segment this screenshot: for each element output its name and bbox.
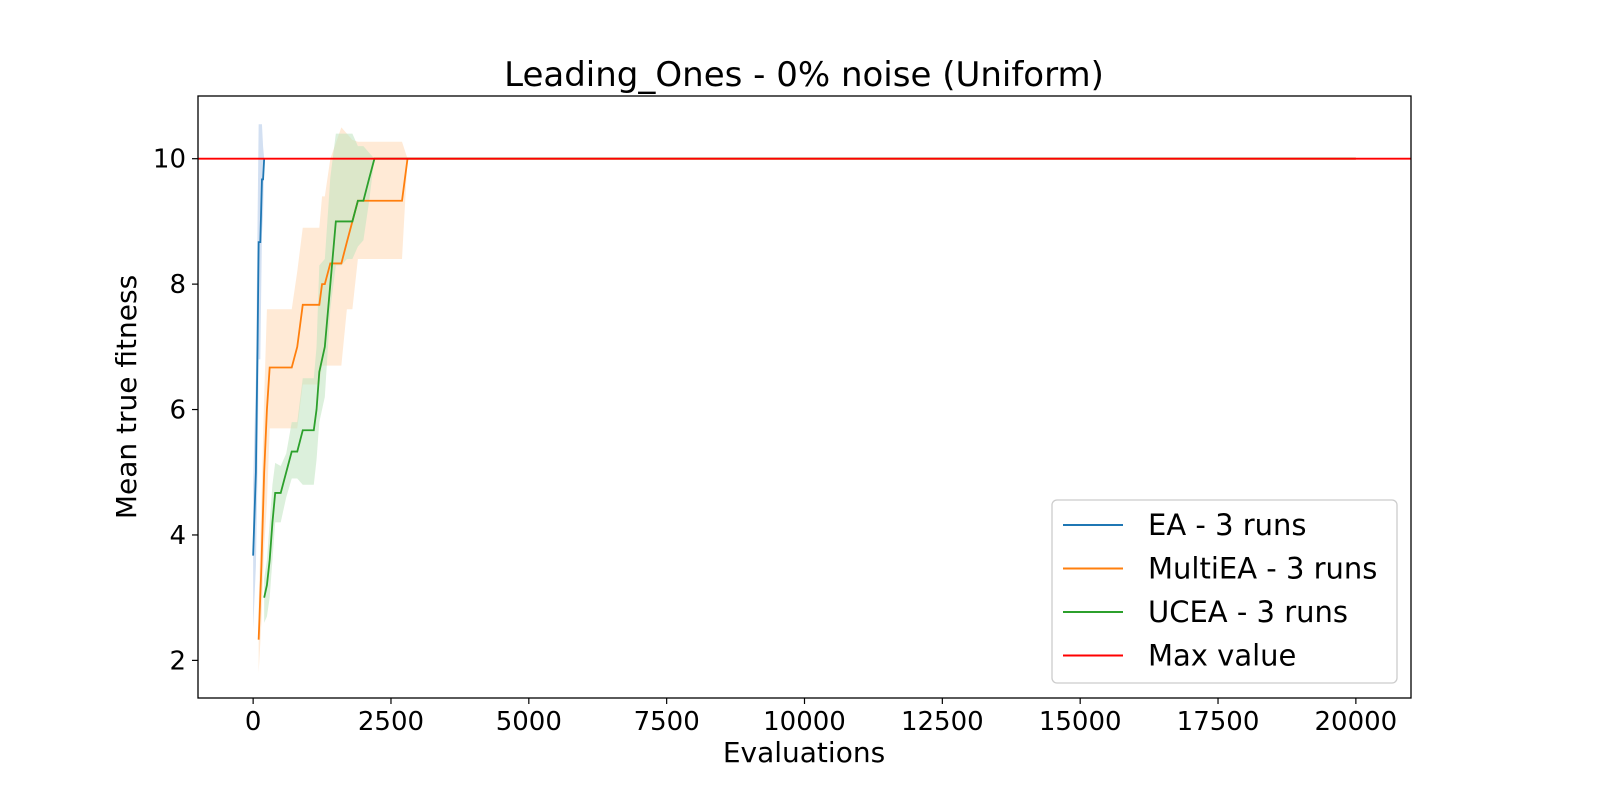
legend-box (1051, 499, 1398, 684)
y-axis-title: Mean true fitness (110, 275, 143, 519)
legend-label-multiea-3-runs: MultiEA - 3 runs (1148, 552, 1377, 586)
x-tick-label: 2500 (358, 707, 424, 737)
y-tick-label: 4 (169, 521, 186, 551)
x-tick-label: 7500 (634, 707, 700, 737)
legend-label-ea-3-runs: EA - 3 runs (1148, 508, 1307, 542)
x-tick-label: 20000 (1315, 707, 1398, 737)
y-axis: 2 4 6 8 10 (153, 145, 198, 676)
chart-title: Leading_Ones - 0% noise (Uniform) (504, 55, 1104, 95)
series-line-multiea-3-runs (257, 157, 1356, 640)
legend-label-max-value: Max value (1148, 639, 1296, 673)
series-line-ucea-3-runs (263, 157, 1356, 598)
y-tick-label: 10 (153, 145, 186, 175)
series-line-ea-3-runs (252, 158, 266, 556)
x-tick-label: 15000 (1039, 707, 1122, 737)
x-tick-label: 10000 (763, 707, 846, 737)
series-lines (198, 157, 1411, 640)
x-axis: 0 2500 5000 7500 10000 12500 15000 17500 20000 (245, 698, 1397, 737)
legend-label-ucea-3-runs: UCEA - 3 runs (1148, 595, 1348, 629)
y-tick-label: 8 (169, 270, 186, 300)
x-axis-title: Evaluations (723, 736, 885, 769)
x-tick-label: 17500 (1177, 707, 1260, 737)
band-ea-3-runs (253, 124, 265, 630)
y-tick-label: 2 (169, 646, 186, 676)
x-tick-label: 12500 (901, 707, 984, 737)
x-tick-label: 0 (245, 707, 262, 737)
y-tick-label: 6 (169, 396, 186, 426)
legend: EA - 3 runs MultiEA - 3 runs UCEA - 3 runs… (1051, 499, 1398, 684)
x-tick-label: 5000 (496, 707, 562, 737)
